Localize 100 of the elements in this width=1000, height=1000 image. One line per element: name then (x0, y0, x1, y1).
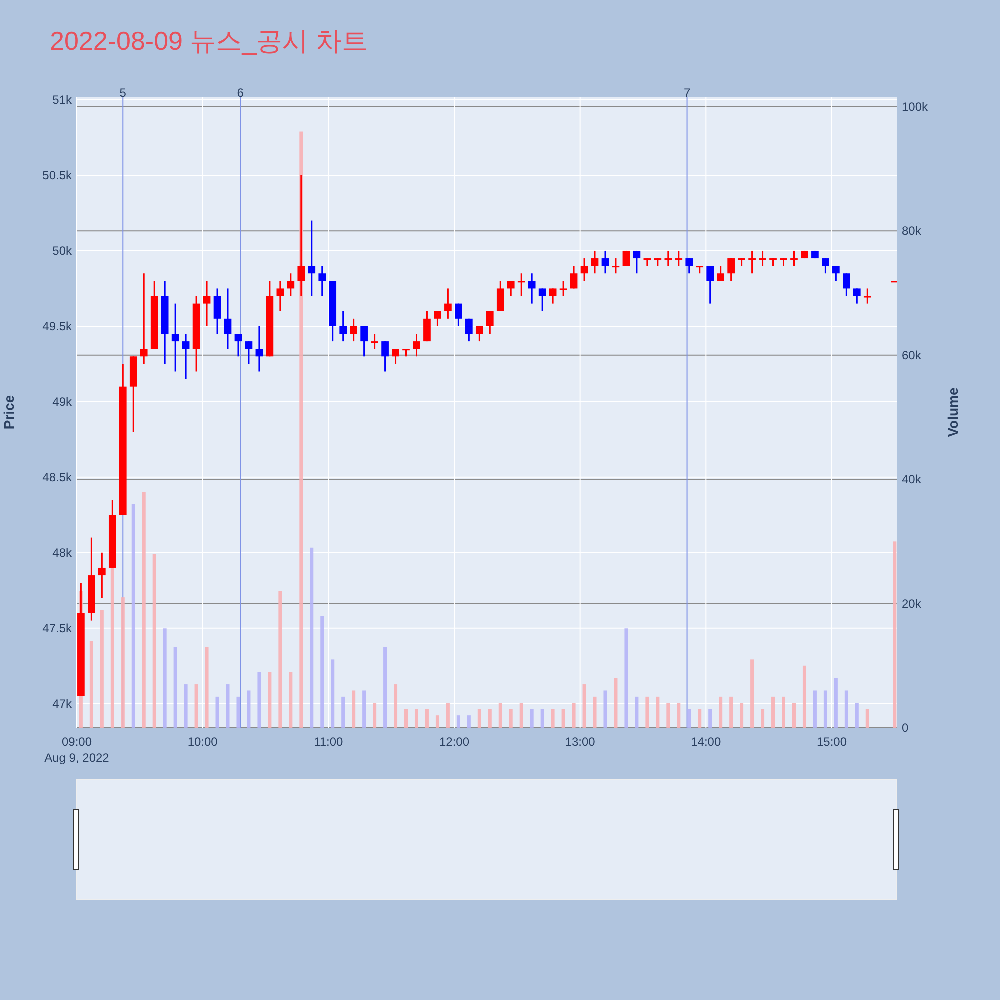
bar (855, 703, 859, 728)
candlestick (538, 288, 546, 312)
candlestick (570, 265, 578, 290)
bar (216, 696, 220, 728)
y2-tick-label: 40k (902, 472, 922, 487)
y2-tick-label: 20k (902, 596, 922, 611)
candlestick (612, 258, 620, 274)
candlestick (413, 333, 420, 358)
bar (582, 684, 586, 728)
candlestick (308, 220, 316, 298)
bar (520, 703, 524, 728)
x-tick-label: 13:00 (565, 735, 596, 749)
bar (342, 696, 346, 728)
candlestick (214, 288, 222, 335)
bar (740, 703, 744, 728)
y-tick-label: 50k (52, 244, 73, 258)
bar (320, 616, 324, 728)
bar (782, 696, 786, 728)
y2-tick-label: 0 (902, 721, 909, 735)
candlestick (832, 265, 840, 282)
candlestick (392, 348, 400, 365)
bar (677, 703, 681, 728)
bar (373, 703, 377, 728)
bar (331, 660, 335, 728)
candlestick (549, 288, 557, 305)
bar (258, 672, 262, 728)
bar (792, 703, 796, 728)
x-tick-label: 11:00 (314, 735, 344, 749)
bar (772, 696, 776, 728)
bar (467, 716, 471, 728)
bar (384, 647, 388, 728)
bar (530, 709, 534, 728)
candlestick (203, 280, 211, 328)
bar (184, 684, 188, 728)
bar (174, 647, 178, 728)
bar (278, 591, 282, 728)
bar (404, 709, 408, 728)
candlestick (822, 258, 830, 274)
bar (624, 628, 628, 728)
y-tick-label: 47.5k (42, 621, 73, 636)
bar (236, 696, 240, 728)
x-tick-label: 15:00 (816, 735, 848, 749)
candlestick (360, 326, 368, 358)
y-tick-label: 47k (52, 696, 73, 711)
candlestick (507, 280, 515, 298)
bar (824, 690, 828, 728)
candlestick (318, 265, 326, 298)
bar (226, 684, 230, 728)
bar (247, 690, 251, 728)
candlestick (276, 280, 284, 312)
bar (352, 690, 356, 728)
bar (540, 709, 544, 728)
bar (750, 660, 754, 728)
y-tick-label: 49.5k (42, 319, 73, 334)
y-tick-label: 50.5k (42, 168, 73, 182)
candlestick (455, 303, 462, 328)
candlestick (706, 265, 714, 305)
bar (866, 709, 870, 728)
bar (646, 696, 650, 728)
ref-line-label: 5 (120, 86, 127, 100)
bar (688, 709, 692, 728)
candlestick (717, 265, 725, 282)
candlestick (602, 250, 610, 274)
x-tick-label: 10:00 (188, 735, 218, 749)
candlestick (580, 258, 588, 282)
y-tick-label: 49k (52, 394, 73, 409)
candlestick (518, 272, 526, 298)
bar (698, 709, 702, 728)
candlestick (182, 333, 190, 380)
bar (205, 647, 209, 728)
bar (893, 542, 897, 728)
candlestick (686, 258, 694, 274)
bar (614, 678, 618, 728)
y-axis-title: Price (1, 395, 17, 430)
x-tick-label: 14:00 (691, 735, 722, 749)
candlestick (476, 326, 484, 342)
bar (436, 716, 440, 728)
bar (478, 709, 482, 728)
x-tick-label: 09:00 Aug 9, 2022 (44, 735, 110, 765)
bar (635, 696, 639, 728)
candlestick (256, 326, 264, 372)
ref-line-label: 6 (237, 86, 244, 100)
candlestick (466, 318, 473, 342)
bar (362, 690, 366, 728)
bar (163, 628, 167, 728)
candlestick (444, 288, 452, 320)
candlestick (245, 340, 253, 365)
candlestick (486, 310, 494, 335)
candlestick (496, 280, 504, 312)
candlestick (560, 280, 568, 298)
candlestick (234, 333, 242, 358)
bar (456, 716, 460, 728)
candlestick (424, 310, 431, 342)
candlestick (790, 250, 798, 267)
bar (562, 709, 566, 728)
y-tick-label: 51k (52, 93, 73, 108)
y2-tick-label: 60k (902, 348, 922, 362)
bar (761, 709, 765, 728)
y2-tick-label: 100k (902, 100, 930, 114)
bar (719, 696, 723, 728)
